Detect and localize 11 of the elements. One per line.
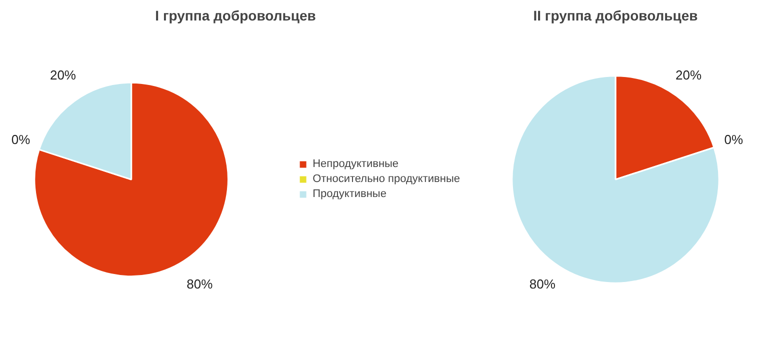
legend-label: Непродуктивные bbox=[312, 158, 399, 170]
data-label: 80% bbox=[529, 276, 556, 292]
legend-label: Относительно продуктивные bbox=[312, 173, 460, 185]
data-label: 20% bbox=[50, 67, 76, 82]
data-label: 80% bbox=[186, 276, 214, 292]
text: 0% bbox=[724, 132, 744, 148]
chart-title: II группа добровольцев bbox=[533, 8, 698, 24]
data-label: 20% bbox=[676, 67, 702, 82]
chart-title: I группа добровольцев bbox=[155, 8, 316, 24]
text: 0% bbox=[11, 132, 30, 148]
legend-label: Продуктивные bbox=[312, 188, 386, 200]
